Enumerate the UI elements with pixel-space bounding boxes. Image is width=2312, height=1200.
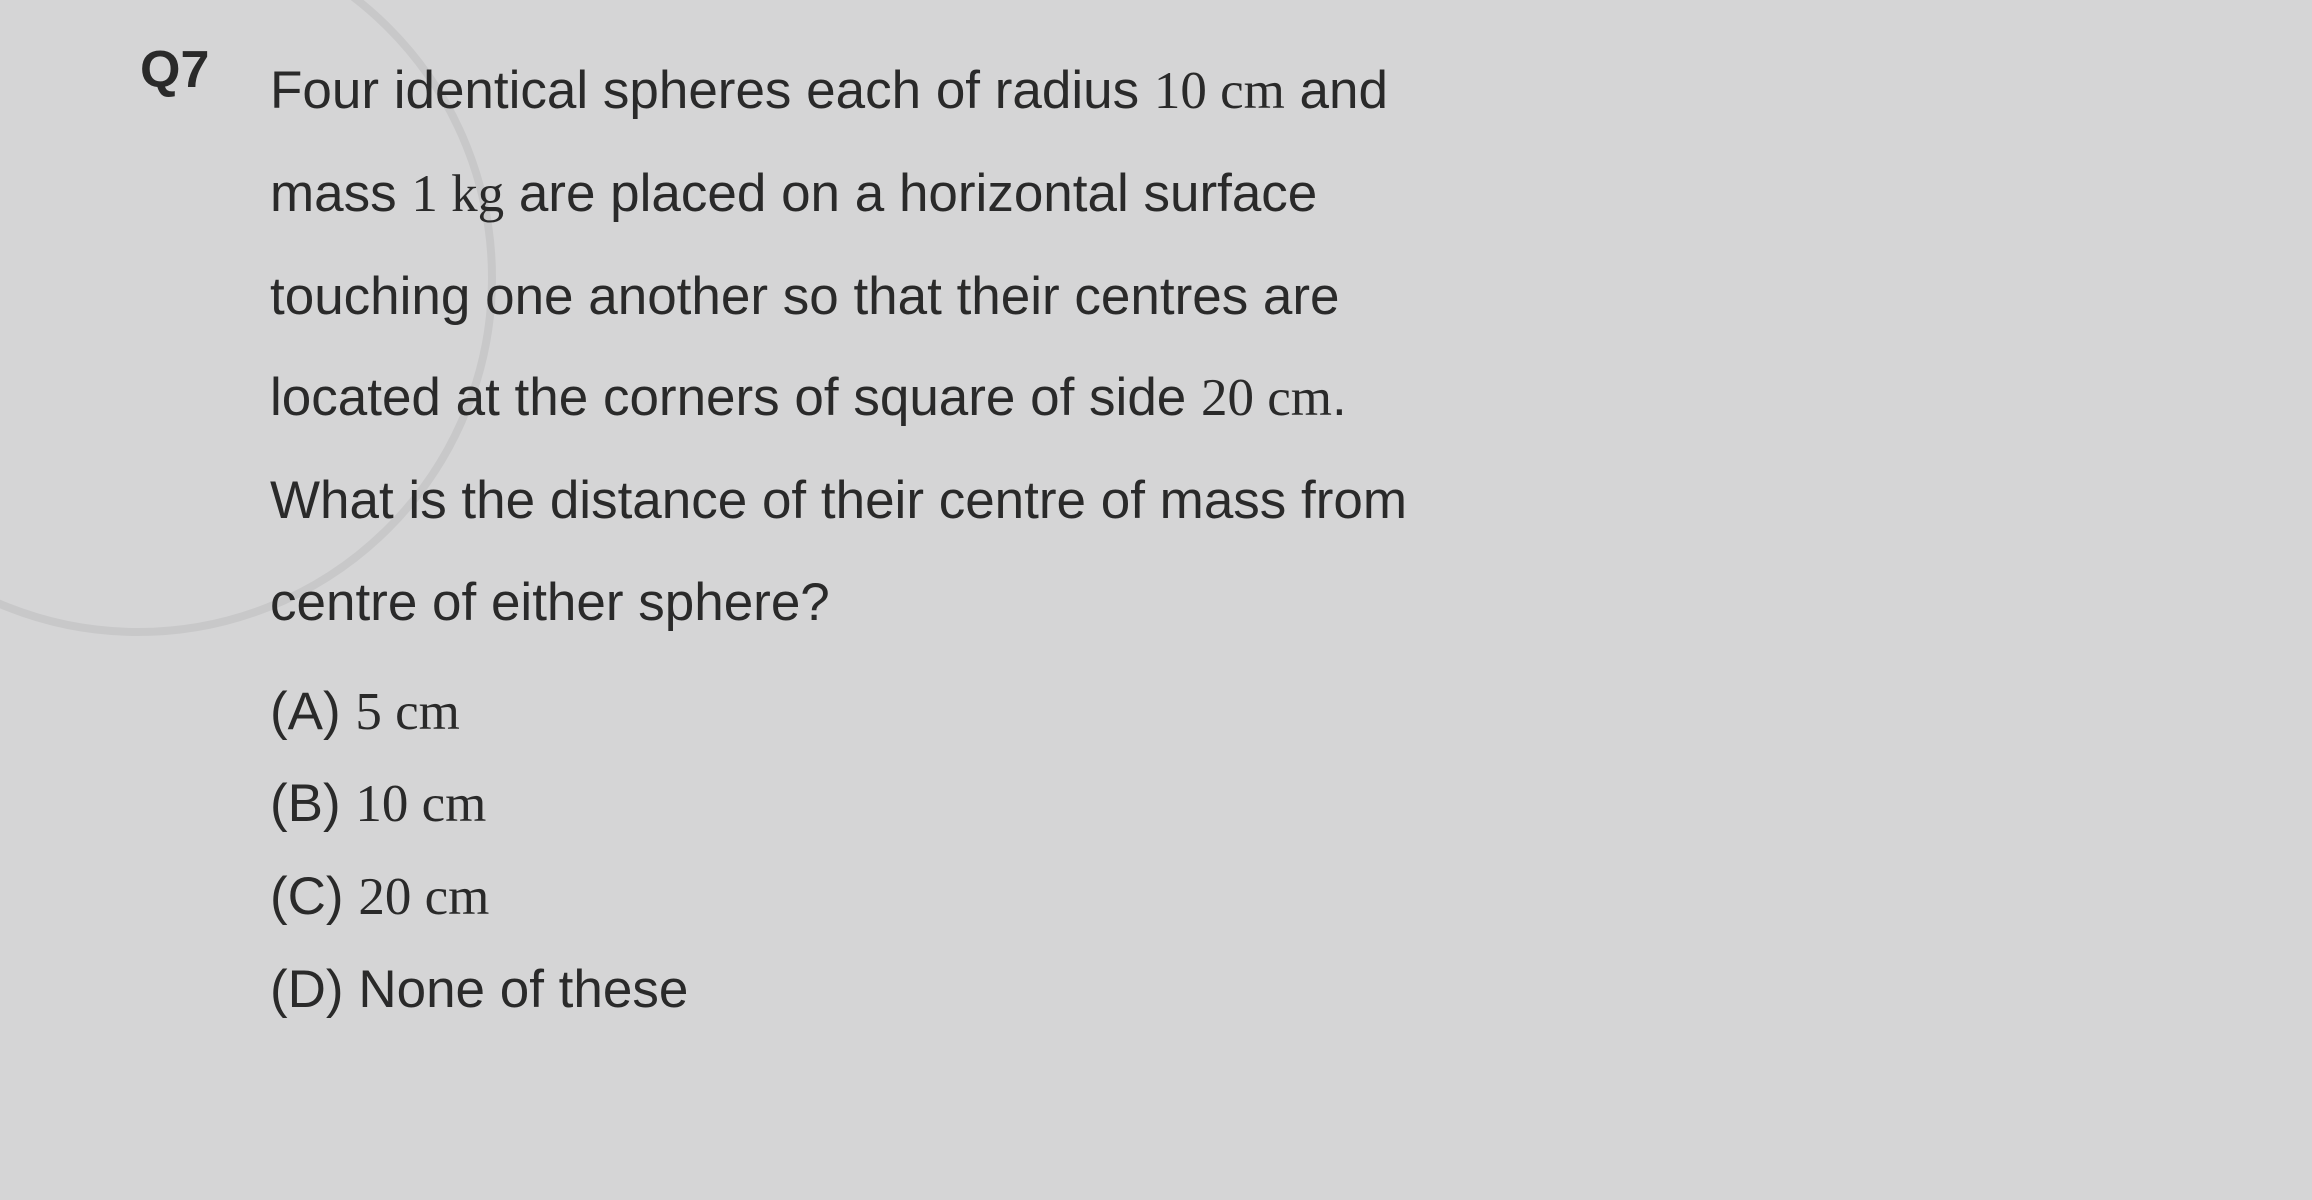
option-a[interactable]: (A) 5 cm [270, 666, 2152, 759]
question-text: Four identical spheres each of radius 10… [270, 40, 2152, 654]
qtext-seg6: centre of either sphere? [270, 573, 830, 632]
option-b-label: (B) [270, 774, 355, 833]
question-body: Four identical spheres each of radius 10… [270, 40, 2252, 1037]
qtext-seg2b: are placed on a horizontal surface [504, 164, 1317, 223]
option-b[interactable]: (B) 10 cm [270, 758, 2152, 851]
qtext-seg4a: located at the corners of square of side [270, 368, 1201, 427]
qtext-val1: 10 cm [1154, 62, 1285, 120]
qtext-seg1: Four identical spheres each of radius [270, 61, 1154, 120]
qtext-seg3: touching one another so that their centr… [270, 267, 1340, 326]
question-page: Q7 Four identical spheres each of radius… [0, 0, 2312, 1077]
question-number: Q7 [140, 40, 209, 100]
options-list: (A) 5 cm (B) 10 cm (C) 20 cm (D) None of… [270, 666, 2152, 1037]
option-c-label: (C) [270, 867, 358, 926]
qtext-val3: 20 cm [1201, 369, 1332, 427]
option-a-label: (A) [270, 682, 355, 741]
qtext-val2: 1 kg [411, 165, 504, 223]
qtext-seg4b: . [1332, 368, 1347, 427]
option-b-value: 10 cm [355, 775, 486, 833]
option-d-value: None of these [358, 960, 688, 1019]
option-a-value: 5 cm [355, 683, 460, 741]
option-c[interactable]: (C) 20 cm [270, 851, 2152, 944]
qtext-seg5: What is the distance of their centre of … [270, 471, 1407, 530]
option-c-value: 20 cm [358, 868, 489, 926]
option-d[interactable]: (D) None of these [270, 944, 2152, 1037]
qtext-seg2a: mass [270, 164, 411, 223]
option-d-label: (D) [270, 960, 358, 1019]
qtext-seg1-tail: and [1285, 61, 1388, 120]
